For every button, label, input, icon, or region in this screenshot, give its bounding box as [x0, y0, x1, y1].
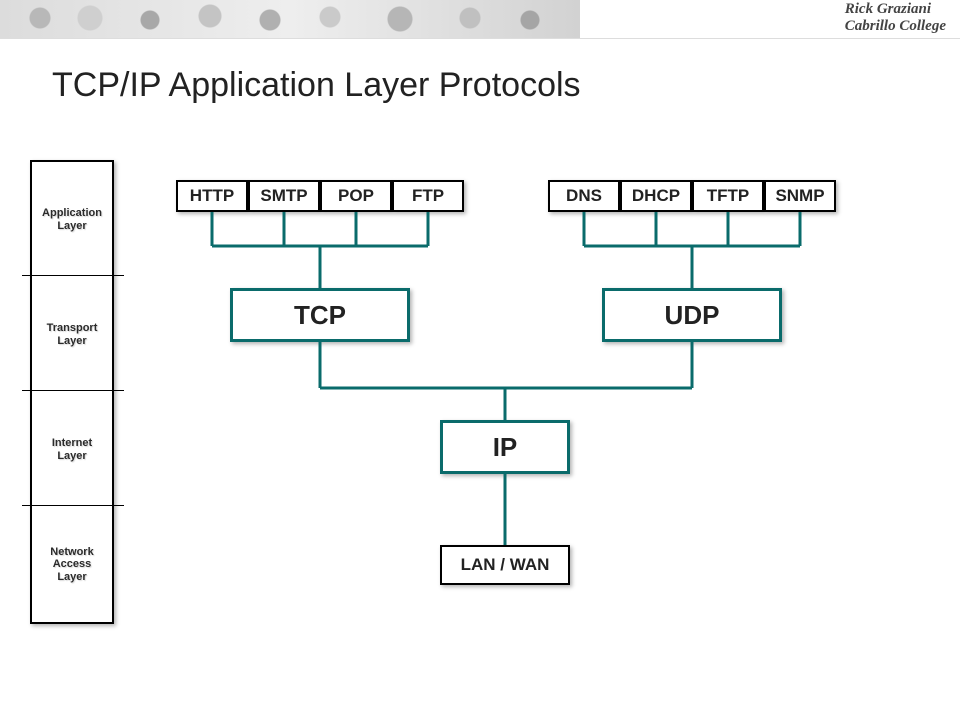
app-protocol-label: DNS [566, 186, 602, 206]
layer-application: ApplicationLayer [32, 162, 112, 277]
layer-transport-label: TransportLayer [47, 322, 98, 347]
slide-title: TCP/IP Application Layer Protocols [52, 66, 581, 105]
app-protocol-label: FTP [412, 186, 444, 206]
app-protocol-label: SMTP [260, 186, 307, 206]
app-protocol-dhcp: DHCP [620, 180, 692, 212]
slide-header: Rick Graziani Cabrillo College [0, 0, 960, 39]
ip-label: IP [493, 432, 518, 463]
author-line1: Rick Graziani [845, 1, 931, 17]
header-author: Rick Graziani Cabrillo College [845, 1, 946, 35]
app-protocol-label: DHCP [632, 186, 680, 206]
app-protocol-ftp: FTP [392, 180, 464, 212]
layer-transport: TransportLayer [32, 277, 112, 392]
ip-box: IP [440, 420, 570, 474]
app-protocol-tftp: TFTP [692, 180, 764, 212]
layer-stack: ApplicationLayer TransportLayer Internet… [30, 160, 114, 624]
app-protocol-http: HTTP [176, 180, 248, 212]
layer-internet-label: InternetLayer [52, 437, 92, 462]
app-protocol-label: TFTP [707, 186, 750, 206]
layer-internet: InternetLayer [32, 392, 112, 507]
lan-wan-label: LAN / WAN [461, 555, 550, 575]
app-protocol-dns: DNS [548, 180, 620, 212]
app-protocol-label: HTTP [190, 186, 234, 206]
layer-network-access: NetworkAccessLayer [32, 507, 112, 622]
app-protocol-label: SNMP [775, 186, 824, 206]
connector-lines [0, 0, 960, 720]
app-protocol-snmp: SNMP [764, 180, 836, 212]
header-photo-strip [0, 0, 580, 38]
layer-sep-3 [22, 505, 124, 506]
udp-label: UDP [665, 300, 720, 331]
tcp-label: TCP [294, 300, 346, 331]
app-protocol-label: POP [338, 186, 374, 206]
udp-box: UDP [602, 288, 782, 342]
layer-application-label: ApplicationLayer [42, 207, 102, 232]
app-protocol-pop: POP [320, 180, 392, 212]
app-protocol-smtp: SMTP [248, 180, 320, 212]
layer-sep-1 [22, 275, 124, 276]
author-line2: Cabrillo College [845, 18, 946, 34]
lan-wan-box: LAN / WAN [440, 545, 570, 585]
layer-network-access-label: NetworkAccessLayer [50, 546, 93, 584]
layer-sep-2 [22, 390, 124, 391]
tcp-box: TCP [230, 288, 410, 342]
